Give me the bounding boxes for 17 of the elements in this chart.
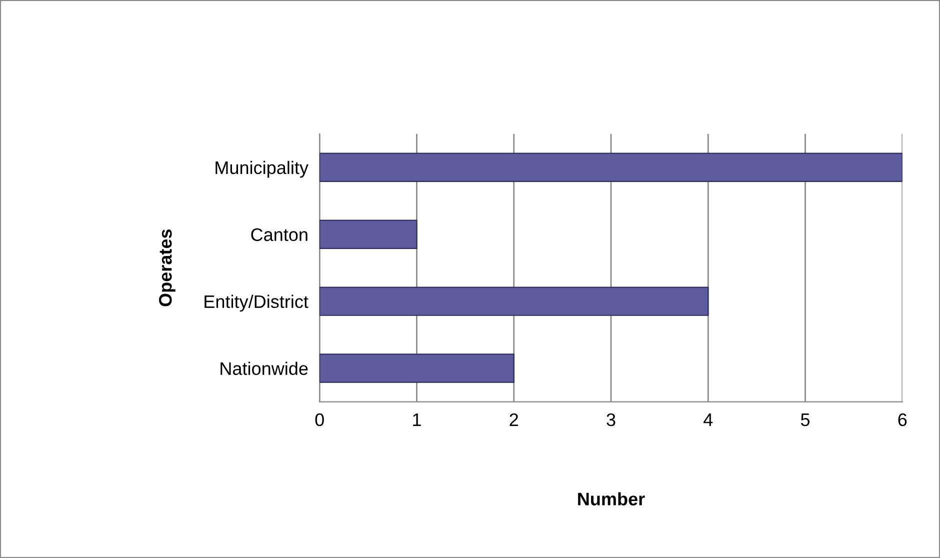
x-tick-label: 0: [315, 413, 324, 426]
x-tick-label: 2: [510, 413, 518, 426]
y-axis-title: Operates: [159, 229, 176, 306]
y-tick-label: Nationwide: [220, 362, 308, 375]
y-tick-label: Entity/District: [204, 294, 308, 312]
bar: [320, 152, 902, 182]
bar: [320, 286, 709, 316]
y-tick-label: Canton: [251, 228, 308, 242]
y-tick-label: Municipality: [216, 160, 308, 178]
x-axis-title: Number: [578, 492, 645, 506]
x-tick-label: 6: [898, 413, 907, 426]
x-tick-label: 5: [800, 414, 810, 426]
x-tick-label: 3: [606, 413, 616, 426]
x-tick-label: 1: [413, 414, 421, 426]
bar: [320, 354, 514, 383]
bar: [320, 220, 418, 249]
x-tick-label: 4: [704, 414, 713, 426]
